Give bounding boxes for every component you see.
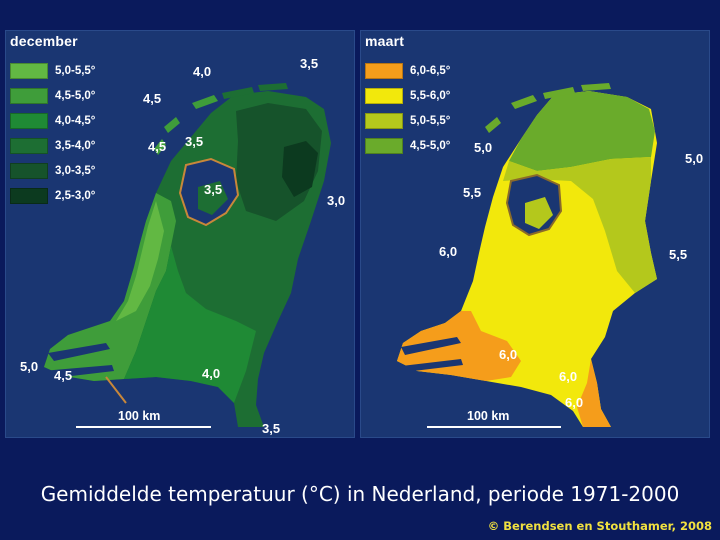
legend-swatch — [10, 62, 48, 79]
zeeland-estuary — [401, 337, 461, 355]
wadden-island — [222, 87, 254, 99]
legend-label: 5,5-6,0° — [410, 89, 451, 102]
copyright-credit: © Berendsen en Stouthamer, 2008 — [487, 519, 712, 533]
isotherm-label: 3,5 — [185, 134, 203, 149]
middle-zone — [124, 246, 256, 403]
zeeland-estuary — [48, 343, 110, 361]
wadden-island — [543, 87, 575, 99]
legend-item: 5,0-5,5° — [365, 108, 450, 133]
legend-item: 5,5-6,0° — [365, 83, 450, 108]
scale-label: 100 km — [118, 409, 160, 423]
slide-caption: Gemiddelde temperatuur (°C) in Nederland… — [40, 482, 680, 506]
legend-item: 4,0-4,5° — [10, 108, 95, 133]
zeeland-estuary — [42, 365, 114, 379]
wadden-island — [154, 139, 166, 155]
panel-title: december — [10, 33, 78, 49]
isotherm-label: 4,5 — [148, 139, 166, 154]
isotherm-label: 6,0 — [499, 347, 517, 362]
panel-title: maart — [365, 33, 405, 49]
legend-swatch — [365, 112, 403, 129]
river-line — [105, 376, 127, 404]
legend-swatch — [10, 87, 48, 104]
legend-item: 2,5-3,0° — [10, 183, 95, 208]
legend-swatch — [365, 137, 403, 154]
north-zone — [509, 91, 655, 171]
legend-item: 4,5-5,0° — [10, 83, 95, 108]
legend-label: 4,5-5,0° — [410, 139, 451, 152]
legend-label: 5,0-5,5° — [410, 114, 451, 127]
legend-swatch — [10, 162, 48, 179]
isotherm-label: 5,5 — [463, 185, 481, 200]
legend-swatch — [365, 62, 403, 79]
isotherm-label: 4,5 — [143, 91, 161, 106]
wadden-island — [258, 83, 288, 91]
zeeland-estuary — [393, 359, 463, 373]
isotherm-label: 3,5 — [300, 56, 318, 71]
isotherm-label: 5,5 — [669, 247, 687, 262]
coastal-warm-zone — [44, 193, 176, 381]
legend: 6,0-6,5° 5,5-6,0° 5,0-5,5° 4,5-5,0° — [365, 58, 450, 158]
wadden-island — [511, 95, 537, 109]
isotherm-label: 6,0 — [439, 244, 457, 259]
legend: 5,0-5,5° 4,5-5,0° 4,0-4,5° 3,5-4,0° 3,0-… — [10, 58, 95, 208]
isotherm-label: 4,0 — [193, 64, 211, 79]
flevoland — [198, 181, 228, 215]
legend-label: 3,0-3,5° — [55, 164, 96, 177]
isotherm-label: 3,5 — [204, 182, 222, 197]
legend-label: 5,0-5,5° — [55, 64, 96, 77]
legend-label: 4,0-4,5° — [55, 114, 96, 127]
isotherm-label: 4,5 — [54, 368, 72, 383]
isotherm-label: 5,0 — [685, 151, 703, 166]
wadden-island — [581, 83, 611, 91]
isotherm-label: 6,0 — [565, 395, 583, 410]
legend-label: 2,5-3,0° — [55, 189, 96, 202]
legend-swatch — [365, 87, 403, 104]
legend-swatch — [10, 137, 48, 154]
legend-item: 5,0-5,5° — [10, 58, 95, 83]
flevoland — [525, 197, 553, 229]
isotherm-label: 5,0 — [20, 359, 38, 374]
legend-item: 3,0-3,5° — [10, 158, 95, 183]
legend-swatch — [10, 112, 48, 129]
scale-label: 100 km — [467, 409, 509, 423]
isotherm-label: 3,5 — [262, 421, 280, 436]
map-panel-december: 100 km 3,5 4,0 4,5 4,5 3,5 3,5 3,0 5,0 4… — [5, 30, 355, 438]
legend-label: 6,0-6,5° — [410, 64, 451, 77]
isotherm-label: 5,0 — [474, 140, 492, 155]
isotherm-label: 4,0 — [202, 366, 220, 381]
isotherm-label: 6,0 — [559, 369, 577, 384]
map-maart: 100 km 5,0 5,0 5,5 6,0 5,5 6,0 6,0 6,0 — [393, 83, 703, 428]
wadden-island — [485, 117, 501, 133]
legend-item: 3,5-4,0° — [10, 133, 95, 158]
wadden-island — [164, 117, 180, 133]
legend-item: 4,5-5,0° — [365, 133, 450, 158]
middle-zone — [503, 157, 657, 293]
map-december: 100 km 3,5 4,0 4,5 4,5 3,5 3,5 3,0 5,0 4… — [20, 56, 345, 436]
legend-item: 6,0-6,5° — [365, 58, 450, 83]
coldest-zone — [282, 141, 318, 197]
coastal-warmest-zone — [116, 201, 164, 321]
isotherm-label: 3,0 — [327, 193, 345, 208]
legend-label: 4,5-5,0° — [55, 89, 96, 102]
map-panel-maart: 100 km 5,0 5,0 5,5 6,0 5,5 6,0 6,0 6,0 m… — [360, 30, 710, 438]
legend-label: 3,5-4,0° — [55, 139, 96, 152]
wadden-island — [192, 95, 218, 109]
southeast-warm-zone — [577, 359, 611, 427]
legend-swatch — [10, 187, 48, 204]
